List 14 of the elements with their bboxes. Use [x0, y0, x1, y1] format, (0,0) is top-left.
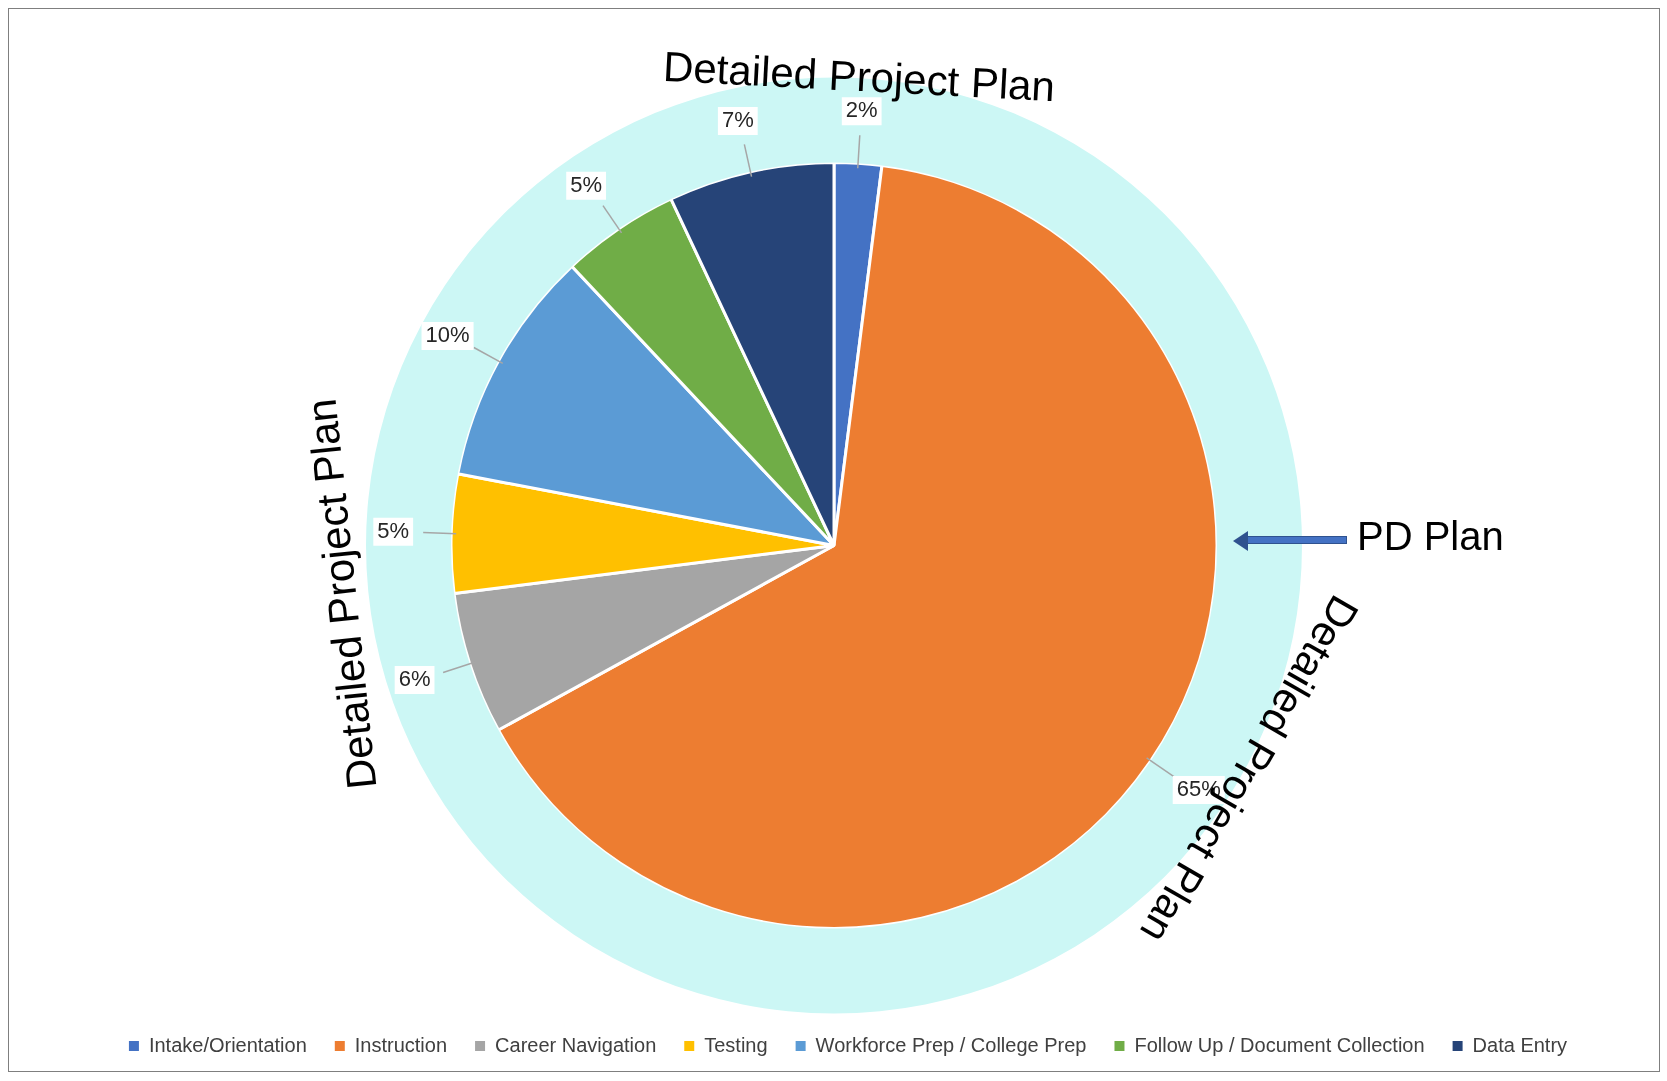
data-label: 7% [721, 107, 754, 133]
legend-label: Instruction [354, 1033, 448, 1056]
data-label: 2% [845, 97, 878, 123]
legend-label: Intake/Orientation [148, 1033, 307, 1056]
data-label: 10% [425, 322, 470, 347]
legend-label: Follow Up / Document Collection [1134, 1033, 1425, 1056]
data-label: 5% [377, 517, 410, 543]
text: PD Plan [1357, 514, 1504, 559]
legend-label: Career Navigation [495, 1033, 657, 1056]
data-label: 6% [398, 665, 431, 691]
legend-label: Workforce Prep / College Prep [815, 1033, 1087, 1056]
legend-label: Data Entry [1472, 1033, 1568, 1056]
legend-label: Testing [704, 1033, 768, 1056]
data-label: 5% [570, 171, 603, 197]
